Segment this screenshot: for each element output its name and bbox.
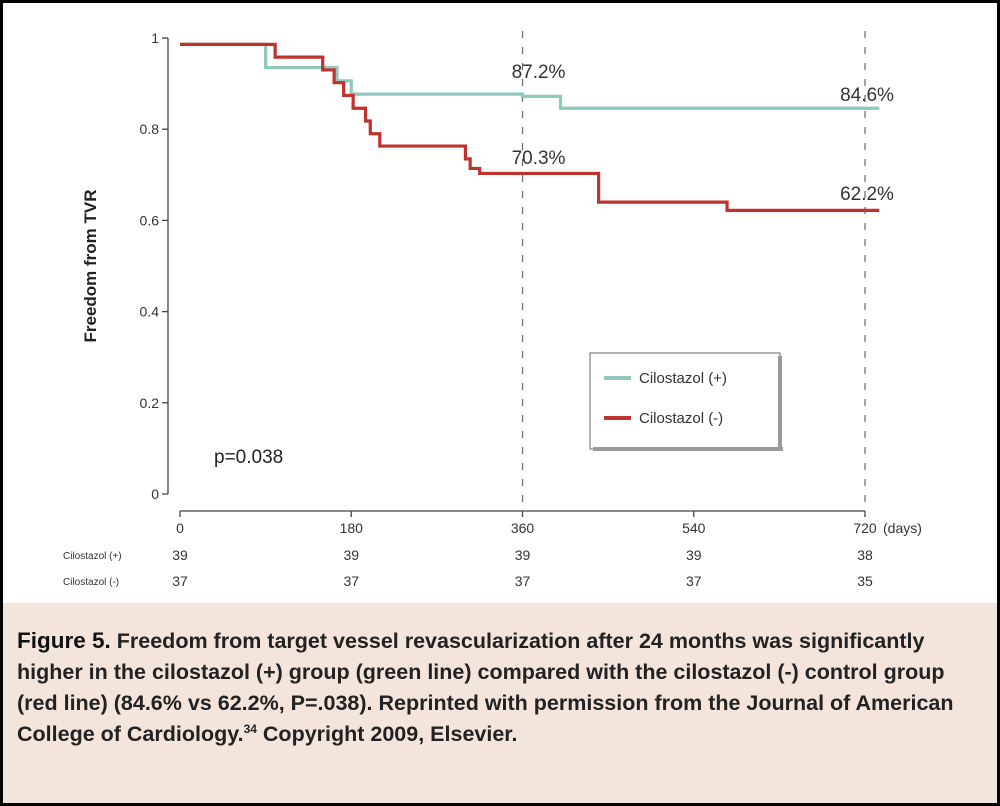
y-tick-label: 0.2 (140, 395, 160, 411)
x-tick-label: 0 (176, 520, 184, 536)
caption-body: Freedom from target vessel revasculariza… (17, 629, 954, 746)
y-tick-label: 0.4 (140, 304, 160, 320)
risk-count: 35 (857, 573, 873, 589)
legend-box (589, 352, 781, 450)
legend-entry: Cilostazol (+) (639, 370, 727, 387)
km-chart-svg: 0 0.2 0.4 0.6 0.8 1 0 180 360 540 720 (days) Freedom… (63, 30, 922, 589)
legend-entry: Cilostazol (-) (639, 410, 723, 427)
risk-count: 39 (172, 547, 188, 563)
risk-count: 37 (686, 573, 702, 589)
series-line-cilostazol- (180, 42, 880, 212)
risk-count: 39 (343, 547, 359, 563)
x-axis-label: (days) (883, 520, 922, 536)
y-tick-label: 0.6 (140, 212, 160, 228)
caption-figure-number: Figure 5. (17, 628, 111, 653)
y-tick-label: 0.8 (140, 121, 160, 137)
x-tick-label: 360 (511, 520, 535, 536)
y-axis-label: Freedom from TVR (81, 189, 100, 342)
risk-count: 37 (515, 573, 531, 589)
risk-count: 37 (343, 573, 359, 589)
x-tick-label: 540 (682, 520, 706, 536)
annotation-label: 62.2% (840, 184, 894, 205)
figure: 0 0.2 0.4 0.6 0.8 1 0 180 360 540 720 (days) Freedom… (3, 3, 997, 803)
legend-shadow (778, 356, 782, 451)
y-tick-label: 0 (151, 486, 159, 502)
y-tick-label: 1 (151, 30, 159, 46)
risk-count: 39 (686, 547, 702, 563)
caption-reference: 34 (243, 721, 257, 736)
risk-row-label: Cilostazol (-) (63, 577, 119, 588)
annotation-label: 87.2% (512, 62, 566, 83)
caption-copyright: Copyright 2009, Elsevier. (262, 722, 518, 746)
risk-count: 39 (515, 547, 531, 563)
risk-row-label: Cilostazol (+) (63, 551, 122, 562)
series-line-cilostazol+ (180, 42, 880, 110)
annotation-label: 70.3% (512, 148, 566, 169)
risk-count: 37 (172, 573, 188, 589)
annotation-label: 84.6% (840, 85, 894, 106)
legend-shadow (593, 447, 783, 451)
risk-count: 38 (857, 547, 873, 563)
km-chart: 0 0.2 0.4 0.6 0.8 1 0 180 360 540 720 (days) Freedom… (3, 3, 997, 603)
p-value-text: p=0.038 (214, 447, 283, 468)
x-tick-label: 720 (853, 520, 877, 536)
x-tick-label: 180 (340, 520, 364, 536)
figure-caption: Figure 5. Freedom from target vessel rev… (3, 603, 997, 803)
